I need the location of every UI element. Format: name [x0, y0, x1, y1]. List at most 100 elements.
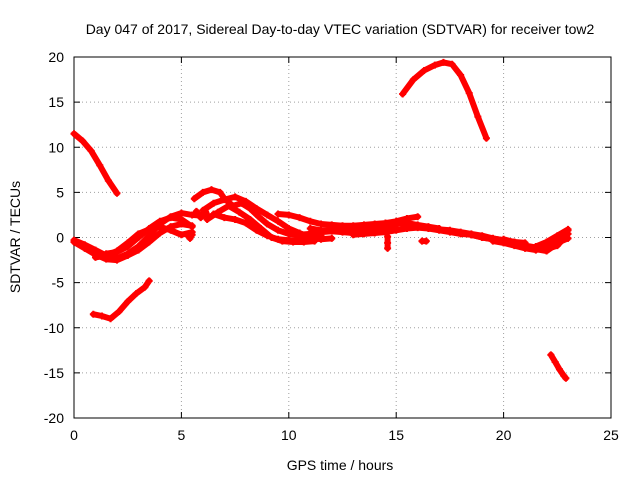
data-point	[532, 243, 540, 251]
data-point	[190, 195, 198, 203]
data-point	[242, 197, 250, 205]
data-point	[253, 226, 261, 234]
data-point	[177, 231, 185, 239]
data-point	[87, 147, 95, 155]
y-tick-label: -5	[52, 275, 65, 291]
series-arc-26	[184, 231, 196, 242]
data-point	[145, 225, 153, 233]
data-point	[439, 58, 447, 66]
data-point	[134, 246, 142, 254]
series-trace	[92, 223, 196, 261]
data-point	[403, 220, 411, 228]
series-trace	[71, 130, 120, 197]
data-point	[489, 237, 497, 245]
data-point	[296, 231, 304, 239]
data-point	[457, 71, 465, 79]
series-arc-8	[91, 223, 196, 261]
x-tick-label: 15	[388, 427, 404, 443]
data-point	[186, 234, 194, 242]
data-point	[113, 256, 121, 264]
data-point	[474, 113, 482, 121]
y-tick-label: -20	[44, 410, 64, 426]
data-point	[210, 199, 218, 207]
data-point	[263, 232, 271, 240]
y-tick-label: 5	[56, 184, 64, 200]
data-point	[328, 227, 336, 235]
data-point	[448, 60, 456, 68]
data-point	[156, 229, 164, 237]
data-point	[255, 213, 263, 221]
series-arc-4	[547, 351, 570, 382]
data-point	[399, 90, 407, 98]
y-axis-label: SDTVAR / TECUs	[7, 181, 23, 293]
data-point	[113, 189, 121, 197]
data-point	[188, 231, 196, 239]
data-point	[564, 225, 572, 233]
data-point	[246, 215, 254, 223]
data-point	[132, 289, 140, 297]
data-point	[210, 210, 218, 218]
data-point	[296, 214, 304, 222]
data-point	[177, 215, 185, 223]
x-axis-label: GPS time / hours	[287, 457, 394, 473]
data-point	[96, 161, 104, 169]
data-point	[478, 234, 486, 241]
data-point	[107, 315, 115, 323]
data-point	[104, 177, 112, 185]
data-point	[409, 76, 417, 84]
data-point	[124, 239, 132, 247]
data-point	[467, 231, 475, 239]
data-point	[220, 214, 228, 222]
data-point	[167, 214, 175, 222]
data-point	[115, 308, 123, 316]
data-point	[457, 229, 465, 237]
y-tick-label: -10	[44, 320, 64, 336]
data-point	[446, 227, 454, 235]
data-point	[317, 220, 325, 228]
x-tick-label: 10	[281, 427, 297, 443]
series-arc-1	[70, 130, 121, 197]
data-point	[102, 252, 110, 260]
data-point	[431, 61, 439, 69]
data-point	[220, 196, 228, 204]
data-point	[263, 220, 271, 228]
data-point	[317, 228, 325, 236]
data-point	[349, 231, 357, 239]
data-point	[543, 247, 551, 255]
data-point	[134, 230, 142, 238]
series-arc-25	[192, 206, 211, 222]
data-point	[242, 219, 250, 227]
data-point	[263, 211, 271, 219]
data-point	[235, 208, 243, 216]
data-marks	[70, 58, 572, 382]
series-arc-3	[399, 58, 490, 142]
data-point	[145, 238, 153, 246]
data-point	[81, 244, 89, 252]
data-point	[414, 213, 422, 221]
data-point	[339, 228, 346, 236]
x-tick-label: 5	[178, 427, 186, 443]
data-point	[381, 228, 389, 236]
data-point	[360, 230, 368, 238]
data-point	[156, 223, 164, 231]
data-point	[177, 209, 185, 217]
data-point	[384, 233, 392, 241]
data-point	[145, 277, 153, 285]
data-point	[420, 67, 428, 75]
data-point	[124, 252, 132, 260]
data-point	[89, 310, 97, 318]
tick-labels: 0 5 10 15 20 25 -20 -15 -10 -5 0 5 10 15 20	[44, 49, 619, 443]
x-tick-label: 25	[603, 427, 619, 443]
data-point	[113, 247, 121, 255]
data-point	[306, 217, 314, 225]
data-point	[141, 283, 149, 291]
chart-title: Day 047 of 2017, Sidereal Day-to-day VTE…	[86, 21, 595, 37]
data-point	[424, 224, 432, 232]
data-point	[124, 298, 132, 306]
series-arc-23	[384, 233, 392, 252]
y-tick-label: 20	[48, 49, 64, 65]
data-point	[192, 207, 200, 215]
series-trace	[399, 59, 490, 142]
data-point	[207, 186, 215, 194]
